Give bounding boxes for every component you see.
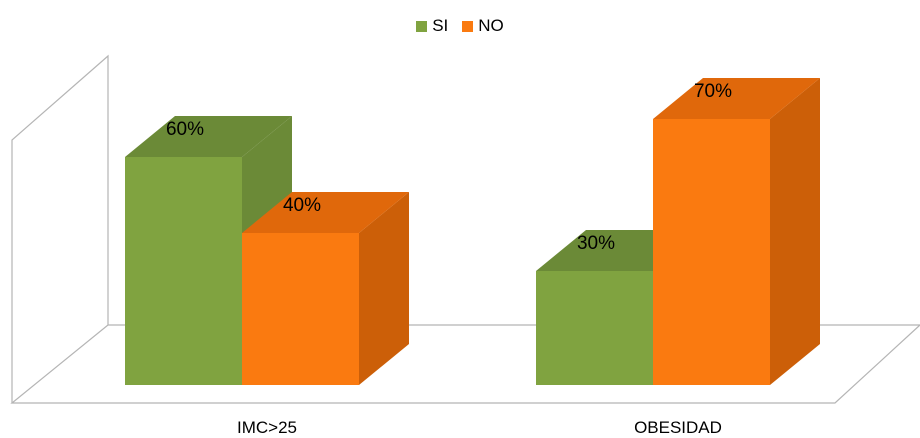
bar-no-1 xyxy=(653,78,820,385)
data-label-no-0: 40% xyxy=(283,195,321,216)
legend-label-si: SI xyxy=(432,16,449,35)
bar-si-0 xyxy=(125,116,292,385)
legend-item-si: SI xyxy=(416,16,448,36)
back-wall xyxy=(11,54,109,403)
bar-front xyxy=(536,271,653,385)
legend-swatch-no xyxy=(462,20,474,32)
data-label-si-0: 60% xyxy=(166,119,204,140)
category-label-1: OBESIDAD xyxy=(634,418,722,437)
chart-walls xyxy=(10,54,920,404)
bars-group xyxy=(125,78,820,385)
category-label-0: IMC>25 xyxy=(237,418,297,437)
bar-front xyxy=(653,119,770,385)
bar-top xyxy=(653,78,820,119)
bar-side xyxy=(359,192,409,385)
legend-item-no: NO xyxy=(462,16,504,36)
labels-group: 60% 40% IMC>25 30% 70% OBESIDAD xyxy=(166,81,732,437)
floor xyxy=(10,324,920,404)
data-label-no-1: 70% xyxy=(694,81,732,102)
legend-label-no: NO xyxy=(478,16,504,35)
bar-no-0 xyxy=(242,192,409,385)
bar-side xyxy=(770,78,820,385)
bar-front xyxy=(125,157,242,385)
bar-top xyxy=(125,116,292,157)
legend: SI NO xyxy=(0,16,920,36)
bar-front xyxy=(242,233,359,385)
legend-swatch-si xyxy=(416,20,428,32)
data-label-si-1: 30% xyxy=(577,233,615,254)
bar-top xyxy=(242,192,409,233)
